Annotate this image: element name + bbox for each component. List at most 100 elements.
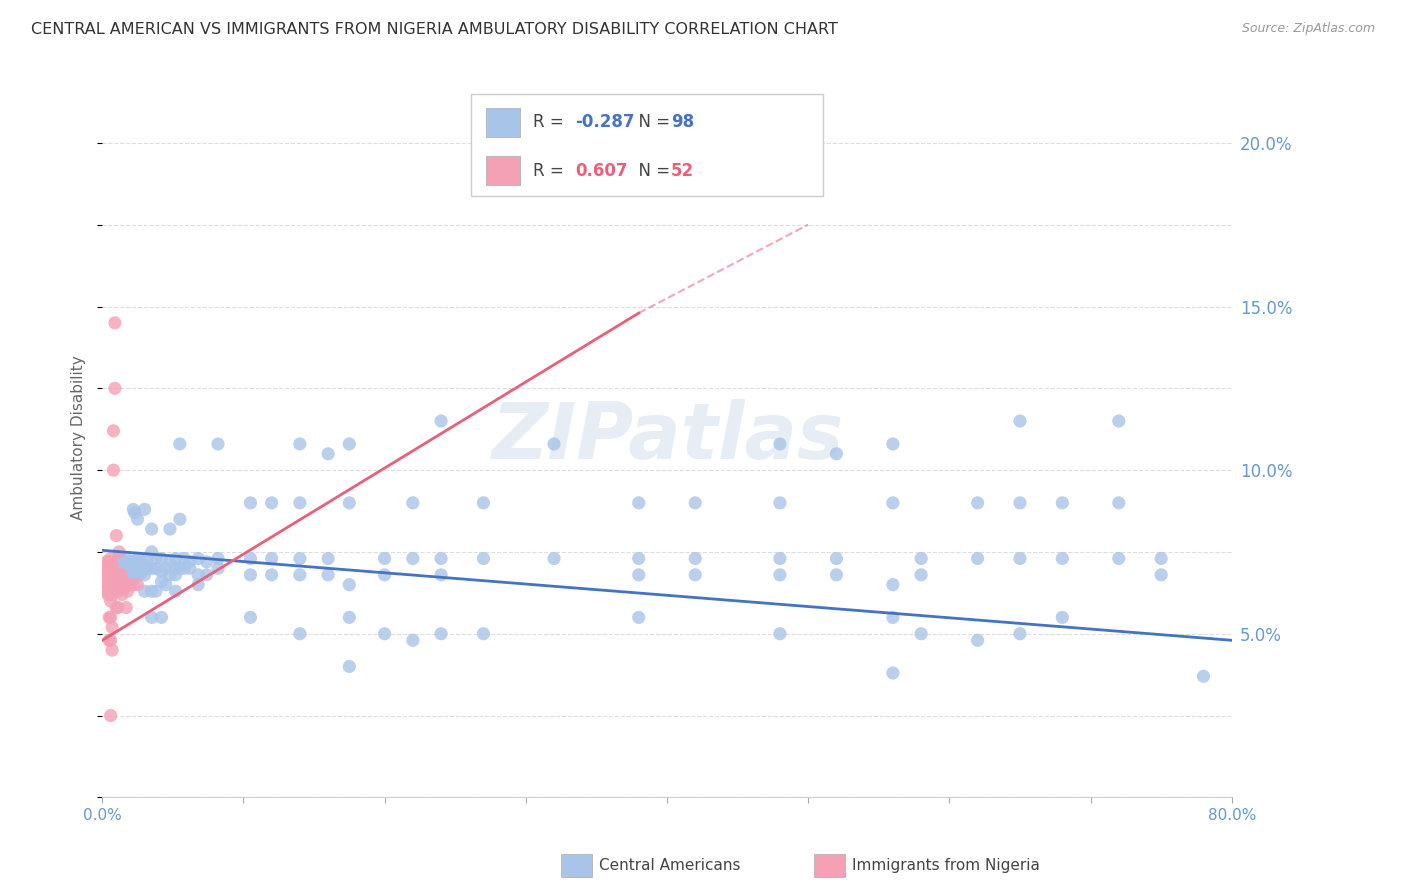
Point (101, 643, 124, 657)
Point (260, 567, 283, 582)
Point (101, 567, 124, 582)
Point (108, 567, 131, 582)
Point (159, 555, 181, 569)
Text: -0.287: -0.287 (575, 113, 634, 131)
Point (115, 600, 138, 615)
Point (165, 551, 187, 566)
Point (122, 577, 145, 591)
Text: R =: R = (533, 161, 574, 179)
Point (179, 555, 201, 569)
Point (124, 506, 146, 520)
Point (882, 577, 904, 591)
Point (118, 558, 141, 572)
Point (115, 571, 138, 585)
Point (131, 555, 153, 569)
Point (120, 565, 142, 579)
Point (103, 565, 125, 579)
Point (110, 567, 132, 582)
Point (112, 577, 135, 591)
Text: Source: ZipAtlas.com: Source: ZipAtlas.com (1241, 22, 1375, 36)
Point (825, 447, 848, 461)
Point (169, 437, 191, 451)
Point (127, 577, 149, 591)
Point (98, 574, 121, 589)
Text: R =: R = (533, 113, 569, 131)
Point (122, 502, 145, 516)
Text: Central Americans: Central Americans (599, 858, 741, 872)
Point (101, 587, 124, 601)
Point (107, 584, 129, 599)
Point (1008, 626, 1031, 640)
Point (1008, 551, 1031, 566)
Text: N =: N = (628, 113, 676, 131)
Point (114, 567, 136, 582)
Point (100, 551, 122, 566)
Point (122, 567, 145, 582)
Point (825, 567, 848, 582)
Point (337, 437, 360, 451)
Point (207, 437, 229, 451)
Point (120, 577, 142, 591)
Point (207, 551, 229, 566)
Point (115, 561, 138, 575)
Point (105, 567, 128, 582)
Point (769, 551, 792, 566)
Point (105, 528, 128, 542)
Point (124, 558, 146, 572)
Point (882, 496, 904, 510)
Point (115, 551, 138, 566)
Point (141, 522, 163, 536)
Point (108, 545, 131, 559)
Point (825, 551, 848, 566)
Point (195, 555, 218, 569)
Point (111, 565, 134, 579)
Point (97, 558, 120, 572)
Point (239, 610, 262, 624)
Point (472, 551, 495, 566)
Point (155, 561, 177, 575)
Point (683, 496, 706, 510)
Point (110, 551, 132, 566)
Point (96, 555, 118, 569)
Point (374, 551, 396, 566)
Point (108, 555, 131, 569)
Point (402, 551, 425, 566)
Point (101, 561, 124, 575)
Point (127, 512, 149, 526)
Point (207, 561, 229, 575)
Point (543, 551, 565, 566)
Point (114, 574, 136, 589)
Point (134, 584, 156, 599)
Point (97, 587, 120, 601)
Point (966, 633, 988, 648)
Point (105, 567, 128, 582)
Point (108, 574, 131, 589)
Point (260, 551, 283, 566)
Point (966, 551, 988, 566)
Point (98, 555, 121, 569)
Text: 52: 52 (671, 161, 693, 179)
Point (100, 610, 122, 624)
Point (141, 545, 163, 559)
Point (1108, 551, 1130, 566)
Point (117, 571, 139, 585)
Point (187, 551, 209, 566)
Point (1008, 414, 1031, 428)
Point (1008, 496, 1031, 510)
Point (141, 584, 163, 599)
Point (627, 610, 650, 624)
Text: N =: N = (628, 161, 676, 179)
Point (107, 577, 129, 591)
Point (910, 551, 932, 566)
Point (141, 561, 163, 575)
Point (120, 555, 142, 569)
Point (1052, 610, 1074, 624)
Point (101, 620, 124, 634)
Point (134, 567, 156, 582)
Point (165, 561, 187, 575)
Point (134, 502, 156, 516)
Point (115, 577, 138, 591)
Point (110, 577, 132, 591)
Point (103, 463, 125, 477)
Point (145, 561, 167, 575)
